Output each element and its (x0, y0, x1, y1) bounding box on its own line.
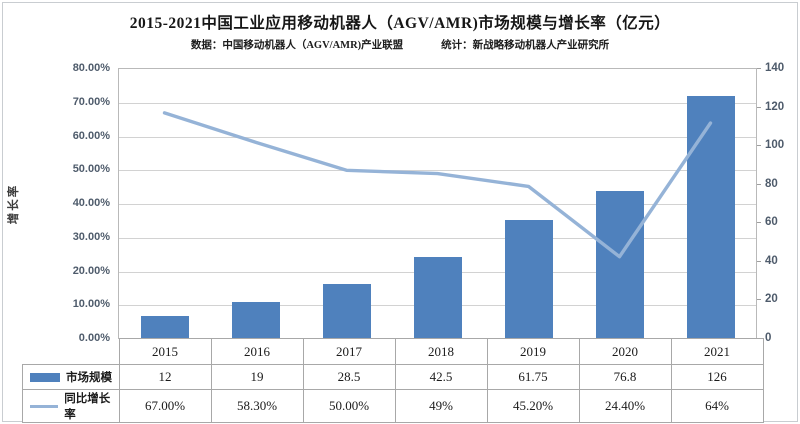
gridline (119, 204, 756, 205)
right-axis-tick-label: 40 (765, 254, 778, 267)
chart-source-label: 数据：中国移动机器人（AGV/AMR)产业联盟 (190, 40, 404, 51)
line-series-growth-rate (162, 111, 713, 259)
table-year-cell: 2015 (118, 338, 212, 365)
table-year-cell: 2019 (486, 338, 580, 365)
table-value-cell: 49% (394, 389, 488, 423)
chart-statistics-label: 统计：新战略移动机器人产业研究所 (441, 40, 610, 51)
table-value-cell: 76.8 (578, 364, 672, 390)
table-value-cell: 45.20% (486, 389, 580, 423)
right-axis-tick-mark (756, 183, 761, 185)
table-value-cell: 126 (670, 364, 764, 390)
right-axis-tick-label: 80 (765, 177, 778, 190)
right-axis-tick-label: 0 (765, 332, 772, 344)
chart-subtitle: 数据：中国移动机器人（AGV/AMR)产业联盟 统计：新战略移动机器人产业研究所 (0, 37, 800, 52)
table-value-cell: 28.5 (302, 364, 396, 390)
trend-line (162, 111, 713, 259)
right-axis-tick-label: 120 (765, 100, 785, 113)
table-year-cell: 2018 (394, 338, 488, 365)
plot-area (118, 68, 757, 339)
left-axis-tick-label: 70.00% (72, 95, 110, 108)
right-axis-tick-label: 20 (765, 293, 778, 306)
table-year-cell: 2021 (670, 338, 764, 365)
bar-2021 (686, 96, 735, 339)
left-axis-tick-label: 10.00% (72, 298, 110, 311)
table-year-cell: 2020 (578, 338, 672, 365)
legend-label: 同比增长率 (64, 393, 111, 421)
left-axis-tick-label: 50.00% (72, 163, 110, 176)
table-blank-cell (22, 338, 120, 365)
table-value-cell: 50.00% (302, 389, 396, 423)
table-value-cell: 58.30% (210, 389, 304, 423)
bar-2019 (504, 219, 553, 339)
right-axis-tick-mark (756, 145, 761, 147)
data-table: 2015 2016 2017 2018 2019 2020 2021 市场规模 12 19 28.5… (22, 338, 764, 423)
right-axis-tick-mark (756, 299, 761, 301)
bar-2017 (322, 284, 371, 339)
table-value-cell: 19 (210, 364, 304, 390)
right-axis-tick-label: 100 (765, 139, 785, 152)
left-axis-tick-label: 20.00% (72, 264, 110, 277)
table-value-cell: 12 (118, 364, 212, 390)
right-axis-tick-mark (756, 106, 761, 108)
bar-2020 (595, 190, 644, 339)
right-axis-tick-mark (756, 68, 761, 69)
table-legend-cell: 同比增长率 (22, 389, 120, 423)
legend-line-swatch (30, 404, 59, 408)
table-value-cell: 61.75 (486, 364, 580, 390)
bar-2018 (413, 257, 462, 339)
gridline (119, 170, 756, 172)
bar-2016 (231, 302, 280, 339)
left-axis-title: 增长率 (8, 183, 20, 225)
gridline (119, 136, 756, 138)
table-legend-cell: 市场规模 (22, 364, 120, 390)
right-axis-tick-label: 140 (765, 62, 785, 74)
chart-title: 2015-2021中国工业应用移动机器人（AGV/AMR)市场规模与增长率（亿元… (129, 15, 671, 32)
table-value-cell: 64% (670, 389, 764, 423)
table-year-cell: 2017 (302, 338, 396, 365)
table-year-cell: 2016 (210, 338, 304, 365)
left-axis-tick-label: 60.00% (72, 129, 110, 142)
gridline (119, 102, 756, 104)
left-axis-tick-label: 40.00% (72, 197, 110, 209)
gridline (119, 237, 756, 239)
left-axis-tick-label: 80.00% (72, 62, 110, 74)
right-axis-tick-mark (756, 222, 761, 224)
bar-2015 (140, 315, 189, 339)
table-value-cell: 24.40% (578, 389, 672, 423)
left-axis-tick-label: 30.00% (72, 230, 110, 243)
table-value-cell: 42.5 (394, 364, 488, 390)
legend-label: 市场规模 (66, 372, 112, 384)
legend-bar-swatch (30, 372, 60, 382)
table-value-cell: 67.00% (118, 389, 212, 423)
right-axis-tick-mark (756, 260, 761, 262)
right-axis-tick-label: 60 (765, 216, 778, 229)
